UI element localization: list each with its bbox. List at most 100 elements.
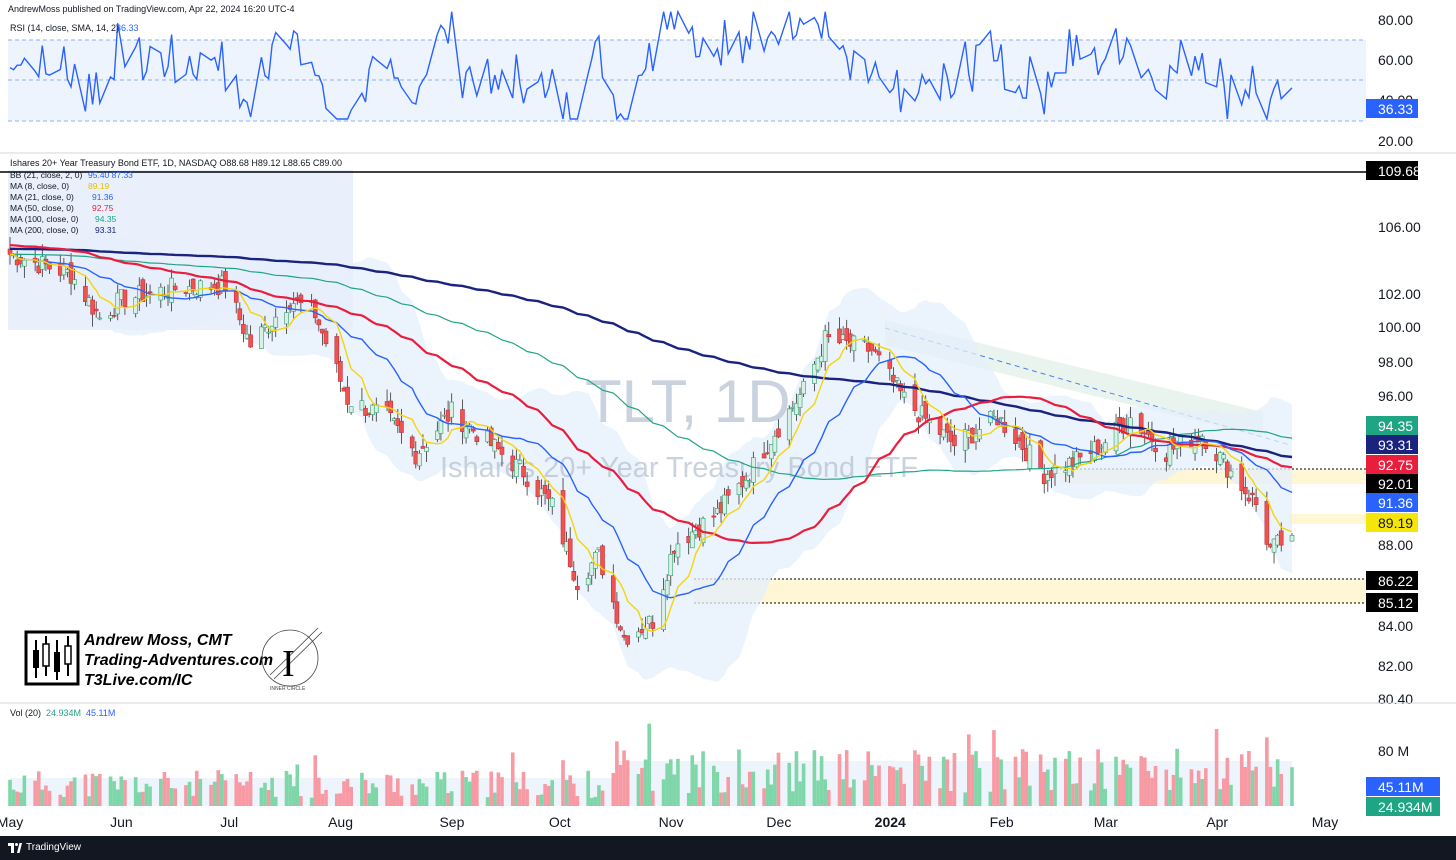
candle [338,356,343,393]
candle [786,405,792,448]
price-tick-98: 98.00 [1378,354,1413,370]
ma200-line [10,247,1293,459]
candle [1225,459,1230,489]
legend-ma8-value: 89.19 [88,181,110,191]
volume-bar [1024,751,1029,806]
candle [567,527,573,568]
volume-bar [439,779,443,806]
volume-bar [446,793,450,806]
volume-bar [1103,788,1108,806]
volume-bar [719,792,723,806]
candle [424,443,429,462]
candle [916,416,921,434]
volume-bar [83,774,88,806]
volume-bar [945,759,950,806]
volume-bar [1164,769,1169,806]
volume-bar [870,765,874,806]
volume-bar [212,781,217,806]
candle [460,399,465,445]
legend-ma21-label: MA (21, close, 0) [10,192,74,202]
volume-pane[interactable]: Vol (20) 24.934M 45.11M 80 M 45.11M 24.9… [8,708,1440,816]
rsi-current-tag [1366,99,1418,118]
volume-bar [1038,754,1043,806]
candle [348,406,354,415]
volume-bar [1078,757,1082,806]
brand-name: Andrew Moss, CMT [83,632,233,649]
volume-bar [697,787,702,806]
candle [826,321,832,343]
candle [801,378,806,397]
volume-bar [525,789,529,806]
volume-bar [1200,779,1205,806]
volume-bar [600,790,605,806]
legend-ma200-value: 93.31 [95,225,117,235]
time-axis[interactable]: May Jun Jul Aug Sep Oct Nov Dec 2024 Feb Mar Apr May [0,814,1338,830]
legend-bb-label: BB (21, close, 2, 0) [10,170,82,180]
brand-site: Trading-Adventures.com [84,652,273,669]
candle [140,277,146,302]
volume-bar [715,771,720,806]
volume-bar [15,791,19,806]
legend-ma50-value: 92.75 [92,203,114,213]
candle [1250,487,1255,507]
volume-bar [694,764,698,806]
volume-bar [722,792,727,806]
candle [499,436,505,467]
rsi-pane[interactable]: RSI (14, close, SMA, 14, 2) 36.33 80.00 … [8,9,1418,149]
volume-bar [546,785,551,806]
volume-bar [471,772,476,806]
volume-bar [417,779,422,806]
volume-bar [949,791,953,806]
candle [661,578,666,632]
candle [1049,467,1054,488]
svg-text:91.36: 91.36 [1378,495,1413,511]
svg-text:86.22: 86.22 [1378,573,1413,589]
volume-bar [492,792,497,806]
volume-bar [712,765,716,806]
volume-bar [751,771,756,806]
rsi-tick-20: 20.00 [1378,133,1413,149]
volume-bar [1020,749,1025,806]
volume-bar [245,781,249,806]
candle [991,409,997,418]
month-label: Apr [1206,814,1228,830]
candle [1002,409,1008,438]
candle [571,561,577,582]
volume-bar [1171,774,1176,806]
svg-text:92.01: 92.01 [1378,476,1413,492]
candle [535,475,541,505]
candle [68,253,74,296]
candle [772,430,778,456]
volume-legend-value2: 45.11M [86,708,115,718]
volume-bar [776,752,781,806]
volume-bar [1089,790,1093,806]
volume-bar [597,785,601,806]
volume-bar [913,750,917,806]
candle [323,327,329,347]
volume-bar [1254,766,1258,806]
volume-bar [773,764,777,806]
candle [743,472,749,492]
volume-bar [668,759,673,806]
volume-bar [586,770,590,806]
volume-bar [1290,767,1294,806]
candle [363,405,368,423]
candle [190,278,196,296]
volume-bar [952,752,957,806]
volume-bar [823,779,827,806]
month-label: 2024 [875,814,906,830]
volume-bar [539,794,544,806]
publisher-line: AndrewMoss published on TradingView.com,… [8,4,295,14]
candle [248,325,253,348]
candle [334,333,340,373]
price-pane[interactable]: TLT, 1D Ishares 20+ Year Treasury Bond E… [0,158,1421,707]
volume-bar [1074,783,1079,806]
candle [668,544,674,586]
branding: Andrew Moss, CMT Trading-Adventures.com … [24,627,323,692]
volume-bar [295,764,300,806]
volume-bar [737,749,741,806]
price-tag-85-12: 85.12 [1366,593,1418,612]
candle [575,575,580,601]
price-tag-93-31: 93.31 [1366,435,1418,454]
